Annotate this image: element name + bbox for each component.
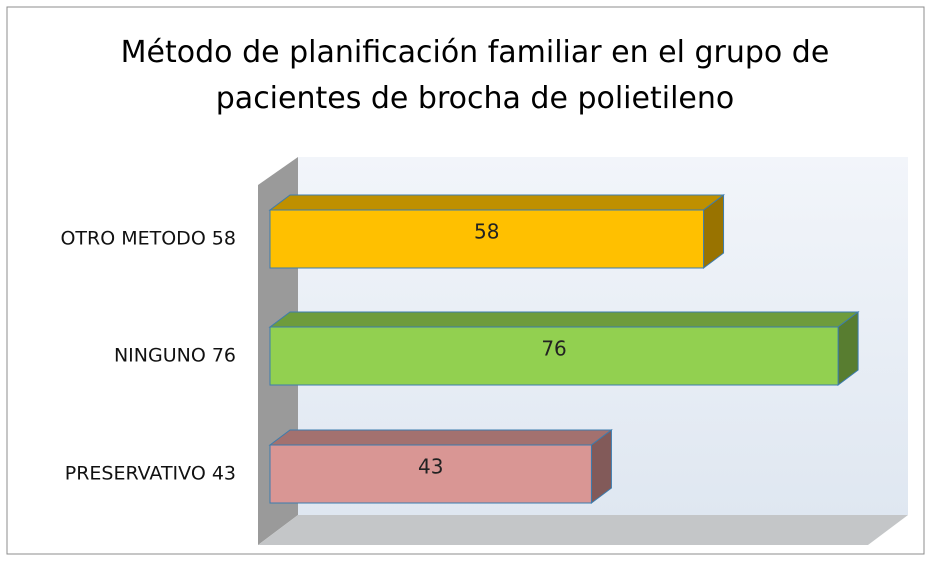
frame: [6, 6, 925, 555]
data-label: 58: [474, 220, 499, 244]
bar-top: [268, 429, 613, 446]
bar: [269, 326, 839, 386]
bar-top: [268, 311, 860, 328]
bar-top: [268, 194, 726, 211]
data-label: 76: [541, 337, 566, 361]
y-tick-label: PRESERVATIVO 43: [65, 463, 236, 485]
data-label: 43: [418, 455, 443, 479]
y-tick-label: OTRO METODO 58: [60, 228, 236, 250]
chart-title: Método de planificación familiar en el g…: [120, 35, 830, 116]
bar: [269, 444, 592, 504]
y-tick-label: NINGUNO 76: [114, 345, 236, 367]
bar: [269, 209, 705, 269]
floor: [258, 515, 908, 545]
